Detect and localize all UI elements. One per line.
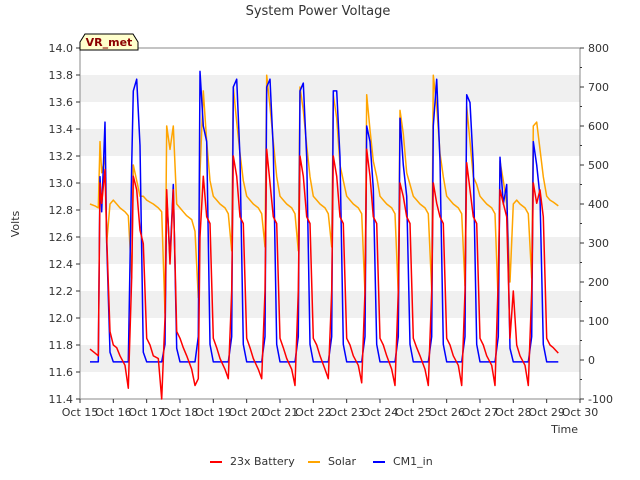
legend-label: Solar bbox=[328, 455, 357, 468]
left-axis: 11.4 11.6 11.8 12.0 12.2 12.4 12.6 12.8 13.0 13.2… bbox=[49, 42, 80, 406]
y-tick-label: 12.0 bbox=[49, 312, 74, 325]
legend-label: 23x Battery bbox=[230, 455, 295, 468]
y-tick-label: 13.2 bbox=[49, 150, 74, 163]
x-tick-label: Oct 26 bbox=[428, 406, 465, 419]
y2-tick-label: 700 bbox=[588, 81, 609, 94]
x-tick-label: Oct 30 bbox=[562, 406, 599, 419]
right-axis: -100 0 100 200 300 400 500 600 700 800 bbox=[580, 42, 613, 406]
series-layer bbox=[89, 70, 559, 400]
y-tick-label: 11.4 bbox=[49, 393, 74, 406]
legend: 23x Battery Solar CM1_in bbox=[210, 455, 433, 468]
y2-tick-label: 0 bbox=[588, 354, 595, 367]
x-tick-label: Oct 15 bbox=[62, 406, 99, 419]
x-tick-label: Oct 27 bbox=[462, 406, 499, 419]
series-line-cm1-in bbox=[90, 70, 559, 363]
badge-shape bbox=[79, 33, 139, 51]
y2-tick-label: 100 bbox=[588, 315, 609, 328]
grid-band bbox=[80, 291, 580, 318]
y-tick-label: 11.8 bbox=[49, 339, 74, 352]
y-tick-label: 13.6 bbox=[49, 96, 74, 109]
y2-tick-label: 300 bbox=[588, 237, 609, 250]
y-tick-label: 13.0 bbox=[49, 177, 74, 190]
x-tick-label: Oct 29 bbox=[528, 406, 565, 419]
grid-band bbox=[80, 237, 580, 264]
grid-band bbox=[80, 75, 580, 102]
x-tick-label: Oct 19 bbox=[195, 406, 232, 419]
x-tick-label: Oct 24 bbox=[362, 406, 399, 419]
y-tick-label: 12.8 bbox=[49, 204, 74, 217]
vr-met-badge: VR_met bbox=[79, 33, 139, 51]
x-tick-label: Oct 17 bbox=[128, 406, 165, 419]
x-tick-label: Oct 21 bbox=[262, 406, 299, 419]
x-tick-label: Oct 25 bbox=[395, 406, 432, 419]
y2-tick-label: 500 bbox=[588, 159, 609, 172]
x-axis-label: Time bbox=[550, 423, 578, 436]
y-tick-label: 13.4 bbox=[49, 123, 74, 136]
y2-tick-label: 600 bbox=[588, 120, 609, 133]
grid-band bbox=[80, 183, 580, 210]
y-tick-label: 11.6 bbox=[49, 366, 74, 379]
x-tick-label: Oct 22 bbox=[295, 406, 332, 419]
y-tick-label: 12.4 bbox=[49, 258, 74, 271]
badge-label: VR_met bbox=[86, 36, 133, 49]
chart-title: System Power Voltage bbox=[246, 4, 391, 19]
x-tick-label: Oct 23 bbox=[328, 406, 365, 419]
y-tick-label: 12.2 bbox=[49, 285, 74, 298]
y-axis-label: Volts bbox=[9, 210, 22, 237]
y2-tick-label: 400 bbox=[588, 198, 609, 211]
x-tick-label: Oct 18 bbox=[162, 406, 199, 419]
series-line-23x-battery bbox=[89, 148, 559, 400]
y-tick-label: 13.8 bbox=[49, 69, 74, 82]
x-tick-label: Oct 20 bbox=[228, 406, 265, 419]
legend-label: CM1_in bbox=[393, 455, 433, 468]
y2-tick-label: 800 bbox=[588, 42, 609, 55]
x-tick-label: Oct 16 bbox=[95, 406, 132, 419]
y2-tick-label: -100 bbox=[588, 393, 613, 406]
y2-tick-label: 200 bbox=[588, 276, 609, 289]
grid-band bbox=[80, 129, 580, 156]
x-tick-label: Oct 28 bbox=[495, 406, 532, 419]
grid-bands bbox=[80, 75, 580, 372]
y-tick-label: 14.0 bbox=[49, 42, 74, 55]
y-tick-label: 12.6 bbox=[49, 231, 74, 244]
